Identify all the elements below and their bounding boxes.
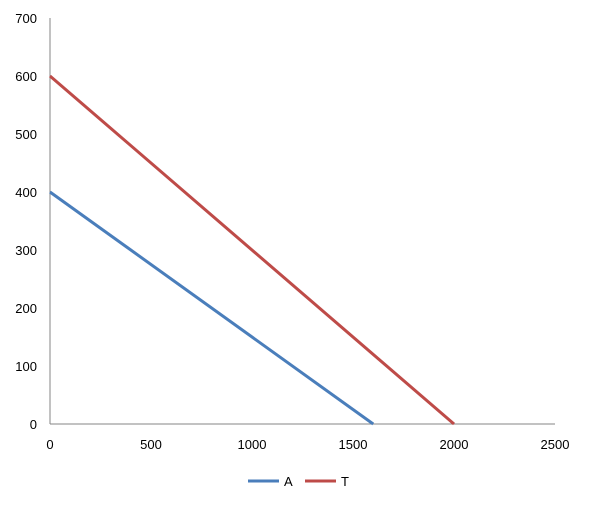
series-line-a [49, 190, 375, 426]
x-tick-label: 1000 [238, 437, 267, 452]
y-tick-label: 100 [15, 359, 37, 374]
x-tick-label: 0 [46, 437, 53, 452]
x-tick-label: 500 [140, 437, 162, 452]
legend-label: T [341, 474, 349, 489]
x-tick-labels: 0 500 1000 1500 2000 2500 [46, 437, 569, 452]
y-tick-labels: 0 100 200 300 400 500 600 700 [15, 11, 37, 432]
y-tick-label: 700 [15, 11, 37, 26]
legend-item-a: A [248, 474, 293, 489]
y-tick-label: 400 [15, 185, 37, 200]
y-tick-label: 500 [15, 127, 37, 142]
axes [49, 18, 555, 425]
y-tick-label: 200 [15, 301, 37, 316]
series-lines [49, 74, 455, 426]
y-tick-label: 300 [15, 243, 37, 258]
series-line-t [49, 74, 455, 426]
x-tick-label: 2000 [440, 437, 469, 452]
legend-item-t: T [305, 474, 349, 489]
y-tick-label: 0 [30, 417, 37, 432]
y-tick-label: 600 [15, 69, 37, 84]
x-tick-label: 2500 [541, 437, 570, 452]
x-tick-label: 1500 [339, 437, 368, 452]
legend-label: A [284, 474, 293, 489]
